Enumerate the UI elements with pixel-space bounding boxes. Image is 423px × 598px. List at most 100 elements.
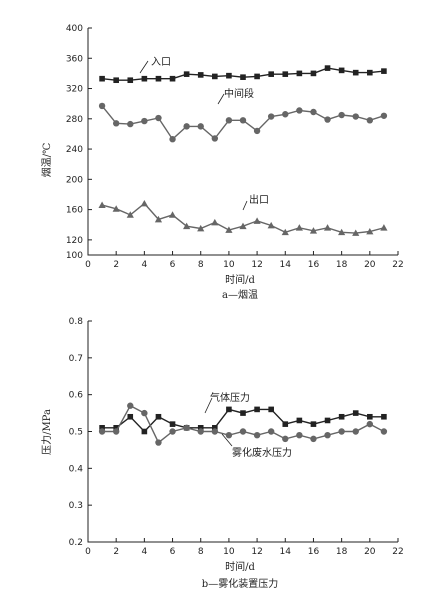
chart-a-ytick-label: 280 <box>66 115 83 125</box>
chart-b-xtick-label: 12 <box>251 547 262 557</box>
chart-a-point-triangle <box>112 205 120 212</box>
chart-b-point-circle <box>127 402 134 409</box>
chart-a-point-triangle <box>295 224 303 231</box>
chart-b-point-square <box>113 425 119 431</box>
chart-b-point-square <box>338 413 345 420</box>
chart-b-leader-water <box>221 433 233 447</box>
chart-a-point-triangle <box>197 224 205 232</box>
chart-a-point-circle <box>183 123 190 130</box>
chart-b-ytick-label: 0.8 <box>69 317 84 327</box>
chart-b-ytick-label: 0.7 <box>69 354 83 364</box>
chart-a-point-square <box>212 73 218 80</box>
chart-b-point-circle <box>296 431 303 439</box>
chart-b-caption: b—雾化装置压力 <box>202 577 278 590</box>
chart-b-point-circle <box>267 428 275 435</box>
chart-a-leader-mid <box>217 93 225 105</box>
chart-b-point-circle <box>225 431 233 439</box>
chart-a-xtick-label: 12 <box>251 260 262 270</box>
chart-a-point-circle <box>112 120 120 127</box>
chart-a-point-square <box>338 67 345 74</box>
chart-b-annot-water: 雾化废水压力 <box>232 446 292 459</box>
chart-a-point-triangle <box>183 222 191 230</box>
chart-a-point-circle <box>296 107 303 114</box>
chart-a-point-square <box>254 73 260 80</box>
chart-b-ylabel: 压力/MPa <box>40 409 53 455</box>
chart-b-point-square <box>127 413 134 420</box>
chart-a-point-square <box>352 69 359 76</box>
chart-a-point-circle <box>197 123 204 130</box>
chart-b: 0 2 4 6 8 10 12 14 16 18 20 22 0.2 0.3 0.4 0.5 0.6 0.7 0.8… <box>40 317 404 590</box>
chart-b-xtick-label: 18 <box>336 547 348 557</box>
chart-b-xtick-label: 6 <box>170 547 176 557</box>
chart-b-point-circle <box>155 439 162 446</box>
chart-a-caption: a—烟温 <box>222 288 258 301</box>
chart-a-point-triangle <box>140 199 148 207</box>
chart-b-ytick-label: 0.5 <box>69 428 83 438</box>
chart-a-point-circle <box>141 117 148 125</box>
chart-a-xtick-label: 8 <box>198 260 204 270</box>
chart-a-point-circle <box>98 102 106 110</box>
chart-a-point-triangle <box>126 211 134 218</box>
chart-a-xtick-label: 2 <box>113 260 119 270</box>
chart-a-annot-outlet: 出口 <box>249 193 269 206</box>
chart-a-point-triangle <box>323 224 332 231</box>
chart-b-point-square <box>324 417 331 424</box>
chart-b-point-square <box>169 421 176 427</box>
chart-b-point-circle <box>310 435 317 443</box>
chart-a-ytick-label: 400 <box>66 24 83 34</box>
chart-a-point-triangle <box>338 228 346 236</box>
chart-a-point-triangle <box>225 226 233 233</box>
chart-a-point-circle <box>211 135 219 142</box>
chart-a-xlabel: 时间/d <box>225 273 255 286</box>
chart-a-point-square <box>169 75 176 82</box>
chart-a-point-triangle <box>267 221 275 229</box>
chart-b-ytick-label: 0.4 <box>69 464 84 474</box>
chart-a-leader-outlet <box>242 200 248 211</box>
chart-b-xtick-label: 14 <box>280 547 292 557</box>
chart-a-point-square <box>296 70 303 77</box>
chart-a-point-circle <box>253 127 261 135</box>
chart-b-point-square <box>254 406 260 413</box>
chart-b-point-circle <box>239 428 247 435</box>
chart-a-ytick-label: 320 <box>66 85 83 95</box>
chart-b-annot-gas: 气体压力 <box>210 391 250 404</box>
chart-b-point-square <box>99 425 105 431</box>
chart-a-point-circle <box>352 113 359 120</box>
chart-b-ytick-label: 0.6 <box>69 391 84 401</box>
chart-a-point-square <box>324 65 331 71</box>
chart-b-ytick-label: 0.3 <box>69 501 83 511</box>
chart-b-point-circle <box>98 428 106 435</box>
chart-b-point-circle <box>338 428 345 435</box>
chart-a-xtick-label: 6 <box>170 260 176 270</box>
chart-a-point-triangle <box>366 227 374 235</box>
chart-a-point-square <box>367 69 373 76</box>
chart-b-xtick-label: 0 <box>85 547 91 557</box>
chart-a-ytick-label: 160 <box>66 206 83 216</box>
chart-b-point-circle <box>141 409 148 417</box>
chart-b-point-square <box>310 421 317 427</box>
chart-a-point-triangle <box>380 224 388 231</box>
chart-b-point-square <box>367 413 373 420</box>
chart-b-point-circle <box>324 431 331 439</box>
chart-b-xtick-label: 2 <box>113 547 119 557</box>
chart-b-point-square <box>268 406 274 413</box>
chart-a-xtick-label: 10 <box>223 260 235 270</box>
chart-a-ylabel: 烟温/℃ <box>40 143 53 178</box>
chart-a-point-square <box>155 75 162 82</box>
chart-a-point-triangle <box>309 227 318 234</box>
chart-b-xlabel: 时间/d <box>225 560 255 573</box>
chart-b-point-square <box>197 425 204 431</box>
chart-b-point-circle <box>112 428 120 435</box>
chart-a-point-square <box>99 75 105 82</box>
chart-a-xtick-label: 14 <box>280 260 292 270</box>
chart-b-point-square <box>282 421 289 427</box>
chart-b-point-circle <box>183 424 190 432</box>
chart-b-point-square <box>296 417 303 424</box>
chart-a-point-triangle <box>168 211 177 218</box>
chart-a-point-circle <box>282 111 289 118</box>
chart-a-xtick-label: 20 <box>364 260 376 270</box>
chart-a-point-circle <box>239 117 247 124</box>
chart-b-xtick-label: 22 <box>392 547 403 557</box>
chart-a-xtick-label: 4 <box>141 260 147 270</box>
chart-a-point-triangle <box>98 201 106 208</box>
